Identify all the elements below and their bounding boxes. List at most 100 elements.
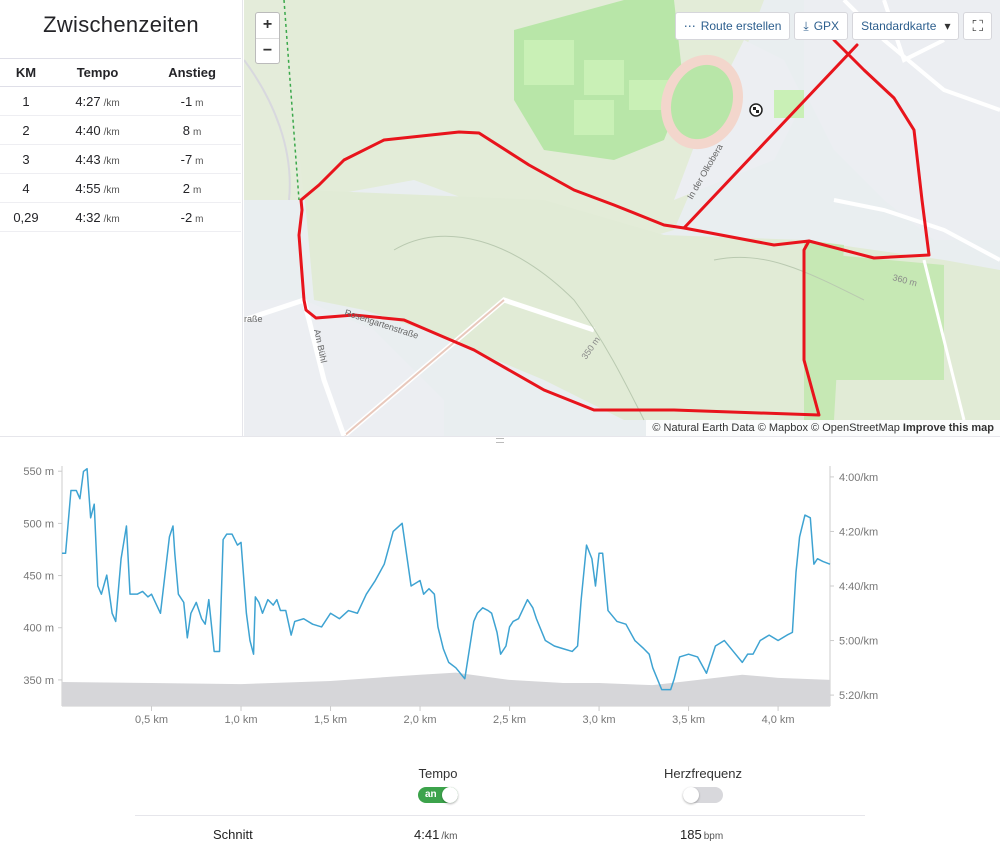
map-toolbar: ⋯ Route erstellen ⤓ GPX Standardkarte ▾ …: [674, 12, 992, 40]
zoom-in-button[interactable]: +: [262, 16, 273, 33]
split-climb-unit: m: [193, 184, 202, 196]
split-km: 3: [0, 144, 52, 174]
y-right-tick-label: 5:20/km: [839, 690, 878, 702]
y-left-tick-label: 450 m: [23, 571, 54, 583]
splits-title: Zwischenzeiten: [43, 12, 199, 37]
gpx-button[interactable]: ⤓ GPX: [794, 12, 849, 40]
map-style-select[interactable]: Standardkarte ▾: [852, 12, 960, 40]
toggle-knob: [442, 787, 458, 803]
summary-pace-unit: /km: [441, 831, 458, 842]
split-pace-unit: /km: [103, 184, 120, 196]
split-km: 4: [0, 173, 52, 203]
fullscreen-icon: ⛶: [972, 17, 983, 35]
improve-map-link[interactable]: Improve this map: [902, 422, 994, 434]
split-row: 2 4:40/km 8 m: [0, 115, 241, 145]
caret-down-icon: ▾: [944, 19, 951, 33]
split-climb-unit: m: [195, 213, 204, 225]
split-pace-unit: /km: [103, 126, 120, 138]
summary-hr-unit: bpm: [703, 831, 724, 842]
split-climb-value: -1: [180, 93, 193, 109]
legend-heartrate: Herzfrequenz: [643, 766, 763, 803]
y-left-tick-label: 550 m: [23, 466, 54, 478]
col-header-pace: Tempo: [51, 58, 144, 87]
toggle-knob: [683, 787, 699, 803]
split-climb-value: -7: [180, 151, 193, 167]
grip-icon: [496, 438, 504, 443]
split-pace-value: 4:43: [75, 151, 101, 167]
x-tick-label: 4,0 km: [762, 714, 795, 726]
summary-label: Schnitt: [213, 827, 253, 842]
split-row: 1 4:27/km -1 m: [0, 86, 241, 116]
split-climb-unit: m: [193, 126, 202, 138]
y-right-tick-label: 5:00/km: [839, 636, 878, 648]
gpx-label: GPX: [813, 19, 840, 33]
split-row: 0,29 4:32/km -2 m: [0, 202, 241, 232]
elevation-area: [62, 672, 830, 706]
panel-resize-handle[interactable]: [0, 436, 1000, 444]
legend-pace-label: Tempo: [418, 766, 458, 781]
x-tick-label: 3,5 km: [672, 714, 705, 726]
x-tick-label: 0,5 km: [135, 714, 168, 726]
split-row: 4 4:55/km 2 m: [0, 173, 241, 203]
legend-heartrate-label: Herzfrequenz: [663, 766, 743, 781]
download-icon: ⤓: [803, 18, 809, 33]
summary-heartrate: 185 bpm: [680, 827, 723, 842]
summary-divider: [135, 815, 865, 816]
chart-legend: Tempo an Herzfrequenz: [0, 766, 1000, 816]
heartrate-toggle[interactable]: [683, 787, 723, 803]
splits-table: KM Tempo Anstieg 1 4:27/km -1 m 2 4:40/km 8 m 3 4…: [0, 58, 241, 232]
x-tick-label: 1,5 km: [314, 714, 347, 726]
split-pace: 4:55/km: [51, 173, 144, 203]
fullscreen-button[interactable]: ⛶: [963, 12, 992, 40]
col-header-climb: Anstieg: [143, 58, 241, 87]
summary-hr-value: 185: [680, 827, 702, 842]
map-style-label: Standardkarte: [861, 19, 937, 33]
y-left-tick-label: 350 m: [23, 675, 54, 687]
x-tick-label: 1,0 km: [225, 714, 258, 726]
split-pace-value: 4:27: [75, 93, 101, 109]
col-header-km: KM: [0, 58, 52, 87]
split-climb: -7 m: [143, 144, 241, 174]
split-km: 2: [0, 115, 52, 145]
split-climb-value: -2: [180, 209, 193, 225]
split-climb-value: 8: [182, 122, 190, 138]
split-km: 0,29: [0, 202, 52, 232]
split-climb-value: 2: [182, 180, 190, 196]
activity-top-panel: Zwischenzeiten KM Tempo Anstieg 1 4:27/km…: [0, 0, 1000, 436]
split-climb-unit: m: [195, 155, 204, 167]
split-pace-unit: /km: [103, 97, 120, 109]
split-km: 1: [0, 86, 52, 116]
map-canvas[interactable]: Rosengartenstraße Am Bühl raße In der Ol…: [244, 0, 1000, 436]
legend-pace: Tempo an: [378, 766, 498, 803]
y-right-tick-label: 4:20/km: [839, 526, 878, 538]
y-left-tick-label: 500 m: [23, 518, 54, 530]
summary-pace: 4:41/km: [414, 827, 457, 842]
summary-pace-value: 4:41: [414, 827, 440, 842]
chart-svg[interactable]: 550 m 500 m 450 m 400 m 350 m 4:00/km 4:20/km 4…: [0, 448, 1000, 728]
map-attribution: © Natural Earth Data © Mapbox © OpenStre…: [646, 420, 1000, 436]
zoom-out-button[interactable]: −: [256, 38, 279, 63]
attribution-text: © Natural Earth Data © Mapbox © OpenStre…: [652, 422, 900, 434]
pace-elevation-chart[interactable]: 550 m 500 m 450 m 400 m 350 m 4:00/km 4:20/km 4…: [0, 448, 1000, 728]
split-pace-unit: /km: [103, 213, 120, 225]
pace-toggle-state: an: [425, 789, 437, 800]
y-right-tick-label: 4:00/km: [839, 472, 878, 484]
route-map[interactable]: Rosengartenstraße Am Bühl raße In der Ol…: [244, 0, 1000, 436]
y-right-tick-label: 4:40/km: [839, 581, 878, 593]
split-climb-unit: m: [195, 97, 204, 109]
split-pace: 4:43/km: [51, 144, 144, 174]
split-pace: 4:27/km: [51, 86, 144, 116]
split-pace-value: 4:55: [75, 180, 101, 196]
x-tick-label: 3,0 km: [583, 714, 616, 726]
pace-line: [62, 467, 831, 691]
split-pace-value: 4:32: [75, 209, 101, 225]
map-label-street: raße: [244, 314, 263, 324]
route-create-button[interactable]: ⋯ Route erstellen: [674, 12, 791, 40]
zoom-control: + −: [255, 12, 280, 64]
pace-toggle[interactable]: an: [418, 787, 458, 803]
route-create-label: Route erstellen: [700, 19, 782, 33]
split-pace-unit: /km: [103, 155, 120, 167]
y-left-tick-label: 400 m: [23, 623, 54, 635]
split-climb: -1 m: [143, 86, 241, 116]
